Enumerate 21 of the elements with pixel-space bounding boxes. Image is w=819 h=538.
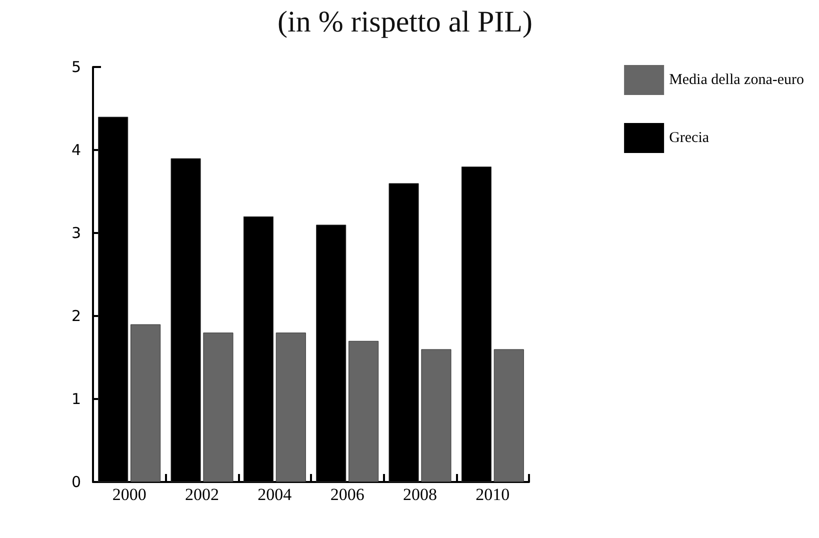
bar <box>203 332 234 482</box>
x-tick-label: 2002 <box>185 485 219 504</box>
bar <box>494 349 524 482</box>
x-tick-label: 2010 <box>476 485 510 504</box>
x-tick-label: 2006 <box>330 485 364 504</box>
bar <box>276 332 306 482</box>
y-tick-label: 5 <box>71 58 81 76</box>
y-tick-label: 2 <box>71 307 81 325</box>
bar <box>348 340 379 482</box>
y-tick-label: 3 <box>71 224 81 242</box>
y-tick-label: 4 <box>71 141 81 159</box>
y-tick-label: 1 <box>71 390 81 408</box>
x-tick-label: 2008 <box>403 485 437 504</box>
bar <box>130 324 161 482</box>
legend-label: Grecia <box>669 130 710 146</box>
x-tick-label: 2000 <box>112 485 146 504</box>
x-tick-label: 2004 <box>258 485 292 504</box>
y-tick-label: 0 <box>71 473 81 491</box>
legend-label: Media della zona-euro <box>669 72 804 88</box>
chart-title: (in % rispetto al PIL) <box>278 6 532 38</box>
bar <box>421 349 452 482</box>
